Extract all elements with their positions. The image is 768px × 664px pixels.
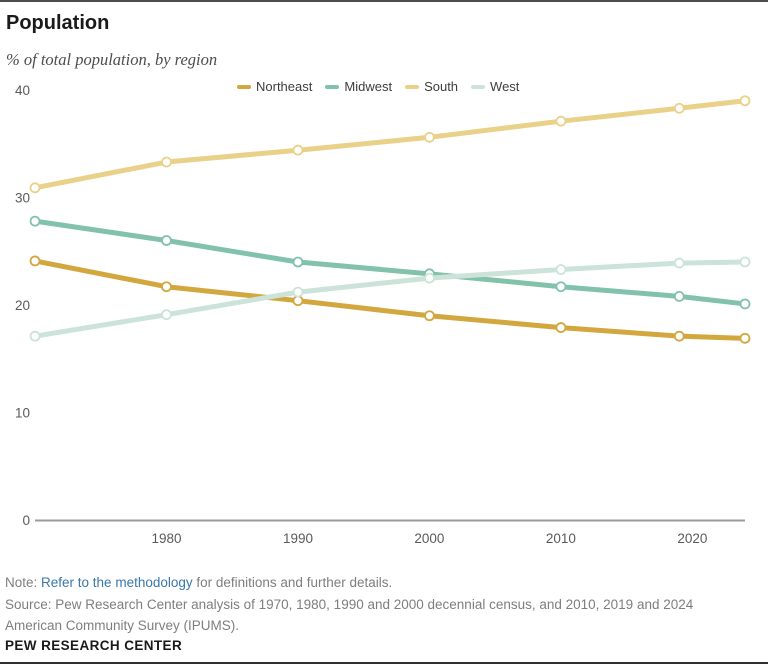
data-point-marker-northeast — [673, 330, 685, 342]
note-suffix: for definitions and further details. — [192, 575, 393, 590]
legend-item-midwest: Midwest — [325, 79, 392, 94]
methodology-link[interactable]: Refer to the methodology — [41, 575, 193, 590]
y-axis-tick-label: 30 — [15, 191, 30, 206]
legend-item-south: South — [405, 79, 458, 94]
data-point-marker-northeast — [739, 332, 751, 344]
legend-swatch-icon — [471, 84, 486, 89]
note-text: Note: Refer to the methodology for defin… — [5, 572, 740, 593]
x-axis-tick-label: 2000 — [414, 531, 444, 546]
data-point-marker-midwest — [29, 215, 41, 227]
legend-swatch-icon — [325, 84, 340, 89]
source-text: Source: Pew Research Center analysis of … — [5, 597, 694, 633]
data-point-marker-west — [555, 264, 567, 275]
data-point-marker-west — [424, 272, 435, 284]
x-axis-tick-label: 1990 — [283, 531, 313, 546]
legend-swatch-icon — [405, 84, 420, 89]
legend-swatch-icon — [237, 84, 251, 89]
data-point-marker-west — [292, 286, 304, 298]
data-point-marker-midwest — [739, 298, 751, 310]
legend-label: Midwest — [344, 79, 393, 94]
legend-item-west: West — [471, 79, 519, 94]
data-point-marker-northeast — [161, 281, 172, 293]
data-point-marker-west — [673, 257, 685, 269]
series-line-south — [32, 98, 748, 191]
data-point-marker-northeast — [29, 255, 41, 267]
legend-label: West — [490, 79, 520, 94]
data-point-marker-south — [424, 131, 435, 143]
data-point-marker-midwest — [673, 290, 685, 302]
line-chart: 0 10 20 30 40 1980 1990 2000 2010 2020 — [15, 83, 751, 546]
pew-research-center-brand: PEW RESEARCH CENTER — [5, 638, 183, 653]
data-point-marker-northeast — [292, 295, 304, 307]
data-point-marker-south — [739, 95, 751, 107]
legend-item-northeast: Northeast — [237, 79, 312, 94]
data-point-marker-south — [292, 144, 304, 156]
data-point-marker-midwest — [555, 281, 567, 293]
y-axis-tick-label: 40 — [15, 83, 30, 98]
data-point-marker-midwest — [161, 235, 172, 246]
data-point-marker-west — [29, 330, 41, 342]
data-point-marker-west — [739, 256, 751, 268]
series-line-midwest — [32, 218, 748, 307]
data-point-marker-northeast — [424, 310, 435, 322]
x-axis-tick-label: 2010 — [546, 531, 576, 546]
y-axis-tick-label: 20 — [15, 298, 30, 313]
y-axis-tick-label: 10 — [15, 406, 30, 421]
x-axis-tick-label: 2020 — [677, 531, 707, 546]
data-point-marker-south — [673, 102, 685, 114]
series-line-west — [32, 259, 748, 339]
x-axis-tick-label: 1980 — [151, 531, 181, 546]
data-point-marker-midwest — [292, 256, 304, 268]
chart-title: Population — [6, 12, 110, 34]
chart-subtitle: % of total population, by region — [6, 50, 218, 69]
y-axis-tick-label: 0 — [22, 513, 30, 528]
data-point-marker-south — [29, 182, 41, 194]
note-prefix: Note: — [5, 575, 42, 590]
data-point-marker-south — [555, 115, 567, 127]
legend: Northeast Midwest South West — [237, 79, 519, 94]
data-point-marker-west — [161, 309, 172, 321]
legend-label: South — [424, 79, 459, 94]
legend-label: Northeast — [256, 79, 313, 94]
data-point-marker-northeast — [555, 322, 567, 333]
data-point-marker-south — [161, 156, 172, 168]
